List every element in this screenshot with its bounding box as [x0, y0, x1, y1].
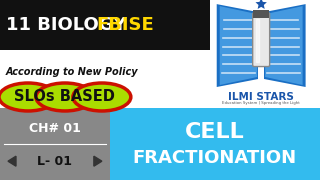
Polygon shape	[256, 19, 259, 62]
Text: ILMI STARS: ILMI STARS	[228, 92, 294, 102]
Polygon shape	[220, 6, 257, 85]
FancyBboxPatch shape	[110, 108, 320, 180]
Text: SLOs BASED: SLOs BASED	[14, 89, 115, 105]
FancyBboxPatch shape	[258, 12, 264, 80]
Text: CH# 01: CH# 01	[29, 122, 81, 135]
FancyBboxPatch shape	[0, 0, 210, 50]
FancyBboxPatch shape	[0, 108, 110, 180]
Ellipse shape	[0, 83, 57, 111]
FancyBboxPatch shape	[253, 10, 269, 18]
Polygon shape	[217, 4, 306, 87]
Text: CELL: CELL	[185, 122, 244, 142]
Ellipse shape	[36, 83, 94, 111]
Polygon shape	[94, 156, 102, 166]
Polygon shape	[8, 156, 16, 166]
FancyBboxPatch shape	[253, 13, 270, 67]
Text: According to New Policy: According to New Policy	[6, 67, 139, 77]
Text: 11 BIOLOGY: 11 BIOLOGY	[6, 16, 132, 34]
Ellipse shape	[73, 83, 131, 111]
Polygon shape	[265, 6, 303, 85]
Text: FBISE: FBISE	[97, 16, 155, 34]
Text: FRACTIONATION: FRACTIONATION	[133, 149, 297, 167]
Text: Education System | Spreading the Light: Education System | Spreading the Light	[222, 101, 300, 105]
Text: L- 01: L- 01	[37, 155, 72, 168]
Polygon shape	[255, 0, 267, 9]
